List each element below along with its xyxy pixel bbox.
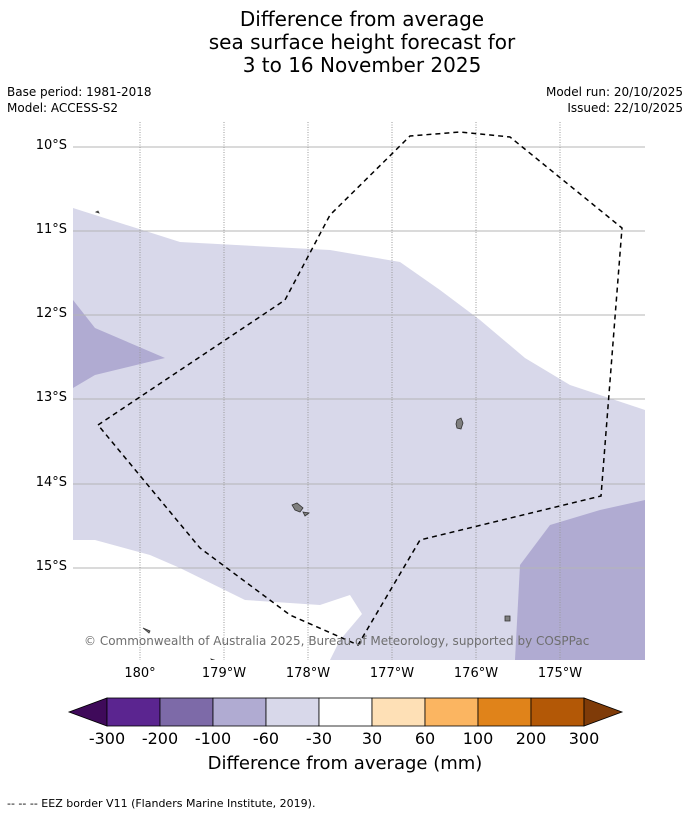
colorbar-cells <box>67 697 624 727</box>
colorbar-tick: -300 <box>88 729 126 748</box>
map-title: Difference from average sea surface heig… <box>0 8 690 77</box>
colorbar-tick: 200 <box>515 729 547 748</box>
meta-right: Model run: 20/10/2025 Issued: 22/10/2025 <box>546 84 683 116</box>
colorbar-tick: 300 <box>568 729 600 748</box>
colorbar-tick: -30 <box>305 729 333 748</box>
lon-label-180: 180° <box>124 666 156 681</box>
base-period: Base period: 1981-2018 <box>7 85 152 99</box>
eez-border-line <box>96 131 623 646</box>
colorbar-tick: 60 <box>414 729 436 748</box>
colorbar-tick: -60 <box>252 729 280 748</box>
meta-left: Base period: 1981-2018 Model: ACCESS-S2 <box>7 84 152 116</box>
colorbar-tick: -100 <box>194 729 232 748</box>
colorbar-cell <box>371 697 426 727</box>
colorbar-cell <box>530 697 585 727</box>
lat-gridlines <box>73 146 645 569</box>
anomaly-zone-60-100-southeast <box>515 500 645 660</box>
colorbar-label: Difference from average (mm) <box>207 753 483 774</box>
lon-label-178w: 178°W <box>285 666 331 681</box>
lon-label-177w: 177°W <box>369 666 415 681</box>
map-panel <box>73 122 645 660</box>
lon-label-175w: 175°W <box>537 666 583 681</box>
colorbar-tick: -200 <box>141 729 179 748</box>
colorbar-cell <box>212 697 267 727</box>
lat-label-13s: 13°S <box>35 390 67 405</box>
colorbar-cell <box>477 697 532 727</box>
lat-label-14s: 14°S <box>35 475 67 490</box>
colorbar-cell <box>318 697 373 727</box>
colorbar-cell <box>159 697 214 727</box>
lon-label-176w: 176°W <box>453 666 499 681</box>
colorbar-cell <box>265 697 320 727</box>
lat-label-10s: 10°S <box>35 138 67 153</box>
colorbar-cell <box>106 697 161 727</box>
lat-label-12s: 12°S <box>35 306 67 321</box>
model-name: Model: ACCESS-S2 <box>7 101 119 115</box>
issued-date: Issued: 22/10/2025 <box>567 101 683 115</box>
colorbar-cell <box>424 697 479 727</box>
title-line-1: Difference from average <box>239 7 485 31</box>
colorbar-extend-low <box>67 697 108 727</box>
colorbar <box>67 697 624 727</box>
anomaly-zone-60-100-west <box>73 300 165 388</box>
lon-label-179w: 179°W <box>201 666 247 681</box>
title-line-3: 3 to 16 November 2025 <box>242 53 482 77</box>
eez-legend: -- -- -- EEZ border V11 (Flanders Marine… <box>7 797 316 810</box>
anomaly-zone-30-60 <box>73 208 645 660</box>
lon-gridlines <box>139 122 561 660</box>
colorbar-extend-high <box>583 697 624 727</box>
lat-label-11s: 11°S <box>35 222 67 237</box>
islands <box>94 210 511 660</box>
colorbar-tick: 100 <box>462 729 494 748</box>
title-line-2: sea surface height forecast for <box>208 30 516 54</box>
copyright-notice: © Commonwealth of Australia 2025, Bureau… <box>84 634 590 648</box>
colorbar-tick: 30 <box>361 729 383 748</box>
lat-label-15s: 15°S <box>35 559 67 574</box>
model-run: Model run: 20/10/2025 <box>545 85 683 99</box>
